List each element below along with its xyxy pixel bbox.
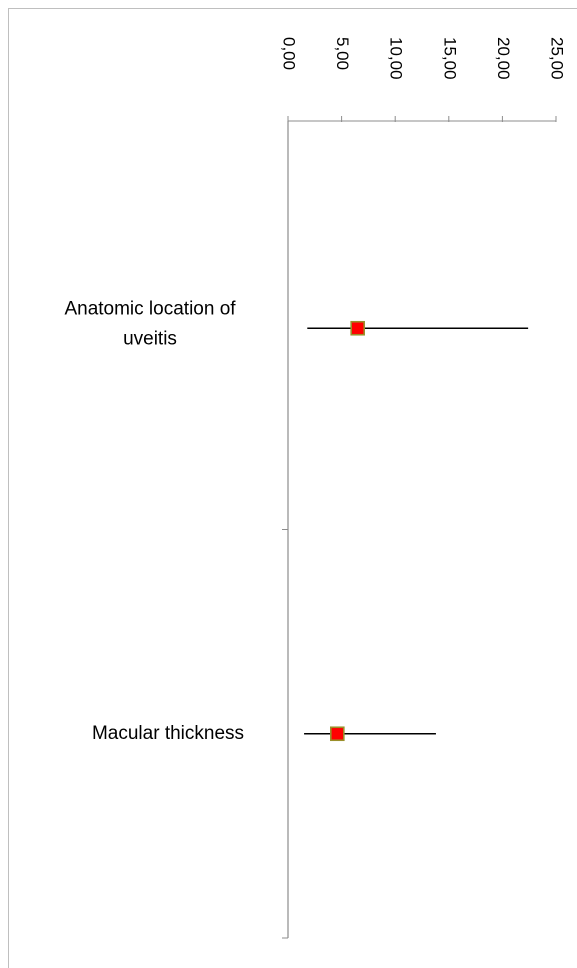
value-tick-label: 5,00	[333, 37, 352, 70]
axis-layer	[282, 116, 557, 939]
value-tick-label: 15,00	[440, 37, 459, 80]
marks-layer	[304, 320, 529, 742]
tick-label-layer: 0,00 5,00 10,00 15,00 20,00 25,00	[280, 37, 567, 80]
category-label-line: Macular thickness	[92, 723, 244, 744]
point-estimate-marker	[330, 726, 345, 742]
category-label: Anatomic location of uveitis	[64, 298, 236, 349]
value-tick-label: 20,00	[494, 37, 513, 80]
value-tick-label: 0,00	[280, 37, 299, 70]
value-tick-label: 25,00	[548, 37, 567, 80]
value-tick-label: 10,00	[387, 37, 406, 80]
category-label: Macular thickness	[92, 723, 244, 744]
category-label-line: uveitis	[123, 328, 177, 349]
category-label-line: Anatomic location of	[64, 298, 236, 319]
category-label-layer: Anatomic location of uveitis Macular thick…	[64, 298, 244, 744]
chart-frame	[8, 8, 577, 968]
point-estimate-marker	[350, 320, 365, 336]
